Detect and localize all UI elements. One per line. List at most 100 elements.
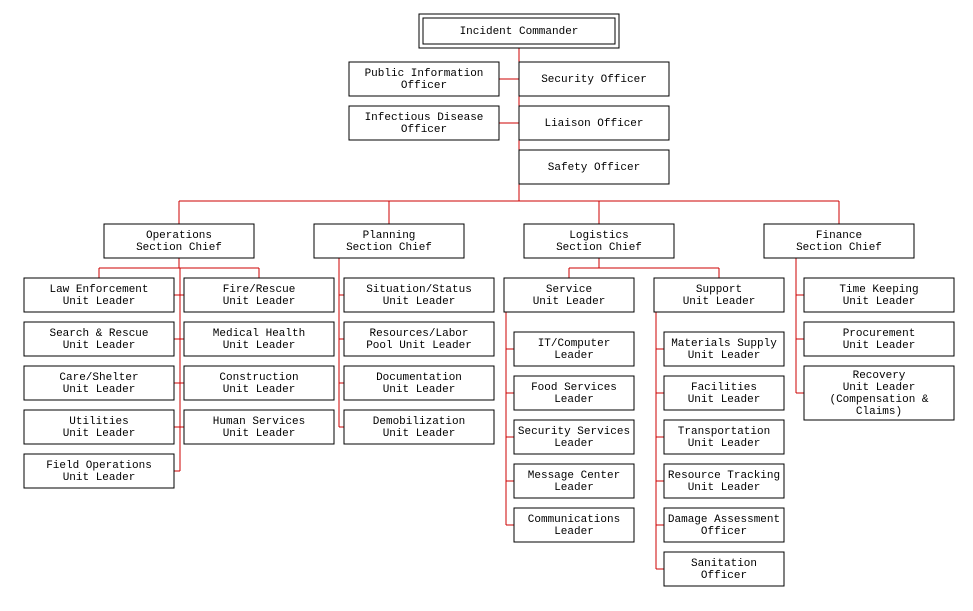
node-med: Medical HealthUnit Leader — [184, 322, 334, 356]
node-recov-label-3: Claims) — [856, 406, 902, 418]
node-time-label-0: Time Keeping — [839, 284, 918, 296]
node-saf: Safety Officer — [519, 150, 669, 184]
node-pio-label-1: Officer — [401, 80, 447, 92]
node-fac-label-1: Unit Leader — [688, 394, 761, 406]
node-util-label-0: Utilities — [69, 416, 128, 428]
node-comm-label-0: Communications — [528, 514, 620, 526]
node-secsvc-label-0: Security Services — [518, 426, 630, 438]
node-it-label-0: IT/Computer — [538, 338, 611, 350]
node-med-label-1: Unit Leader — [223, 340, 296, 352]
node-san-label-0: Sanitation — [691, 558, 757, 570]
node-doc-label-1: Unit Leader — [383, 384, 456, 396]
node-lia: Liaison Officer — [519, 106, 669, 140]
node-field: Field OperationsUnit Leader — [24, 454, 174, 488]
org-chart: Incident CommanderPublic InformationOffi… — [0, 0, 973, 611]
node-med-label-0: Medical Health — [213, 328, 305, 340]
node-plan-label-1: Section Chief — [346, 242, 432, 254]
node-sar-label-1: Unit Leader — [63, 340, 136, 352]
node-demob-label-1: Unit Leader — [383, 428, 456, 440]
node-sup-label-1: Unit Leader — [683, 296, 756, 308]
node-fin-label-1: Section Chief — [796, 242, 882, 254]
node-proc-label-1: Unit Leader — [843, 340, 916, 352]
node-law-label-1: Unit Leader — [63, 296, 136, 308]
node-san: SanitationOfficer — [664, 552, 784, 586]
node-proc-label-0: Procurement — [843, 328, 916, 340]
node-sec: Security Officer — [519, 62, 669, 96]
node-mat-label-0: Materials Supply — [671, 338, 777, 350]
node-ido-label-0: Infectious Disease — [365, 112, 484, 124]
node-care-label-1: Unit Leader — [63, 384, 136, 396]
node-sit-label-0: Situation/Status — [366, 284, 472, 296]
node-log-label-1: Section Chief — [556, 242, 642, 254]
node-demob-label-0: Demobilization — [373, 416, 465, 428]
node-fac: FacilitiesUnit Leader — [664, 376, 784, 410]
node-recov: RecoveryUnit Leader(Compensation &Claims… — [804, 366, 954, 420]
node-fin-label-0: Finance — [816, 230, 862, 242]
node-trans: TransportationUnit Leader — [664, 420, 784, 454]
node-track-label-0: Resource Tracking — [668, 470, 780, 482]
node-ido: Infectious DiseaseOfficer — [349, 106, 499, 140]
node-sar-label-0: Search & Rescue — [49, 328, 148, 340]
node-doc-label-0: Documentation — [376, 372, 462, 384]
node-track-label-1: Unit Leader — [688, 482, 761, 494]
node-track: Resource TrackingUnit Leader — [664, 464, 784, 498]
node-secsvc: Security ServicesLeader — [514, 420, 634, 454]
node-recov-label-2: (Compensation & — [829, 394, 928, 406]
node-law: Law EnforcementUnit Leader — [24, 278, 174, 312]
node-food: Food ServicesLeader — [514, 376, 634, 410]
node-util: UtilitiesUnit Leader — [24, 410, 174, 444]
node-ido-label-1: Officer — [401, 124, 447, 136]
node-sit-label-1: Unit Leader — [383, 296, 456, 308]
node-ic-label-0: Incident Commander — [460, 26, 579, 38]
node-mat-label-1: Unit Leader — [688, 350, 761, 362]
node-time-label-1: Unit Leader — [843, 296, 916, 308]
node-fin: FinanceSection Chief — [764, 224, 914, 258]
node-sit: Situation/StatusUnit Leader — [344, 278, 494, 312]
node-trans-label-0: Transportation — [678, 426, 770, 438]
node-care: Care/ShelterUnit Leader — [24, 366, 174, 400]
node-fire: Fire/RescueUnit Leader — [184, 278, 334, 312]
node-recov-label-1: Unit Leader — [843, 382, 916, 394]
node-fire-label-1: Unit Leader — [223, 296, 296, 308]
node-time: Time KeepingUnit Leader — [804, 278, 954, 312]
node-food-label-0: Food Services — [531, 382, 617, 394]
node-cons: ConstructionUnit Leader — [184, 366, 334, 400]
node-sar: Search & RescueUnit Leader — [24, 322, 174, 356]
node-food-label-1: Leader — [554, 394, 594, 406]
node-res-label-1: Pool Unit Leader — [366, 340, 472, 352]
node-sec-label-0: Security Officer — [541, 74, 647, 86]
node-hum-label-1: Unit Leader — [223, 428, 296, 440]
node-util-label-1: Unit Leader — [63, 428, 136, 440]
node-svc: ServiceUnit Leader — [504, 278, 634, 312]
node-hum: Human ServicesUnit Leader — [184, 410, 334, 444]
node-plan-label-0: Planning — [363, 230, 416, 242]
node-sup: SupportUnit Leader — [654, 278, 784, 312]
node-res: Resources/LaborPool Unit Leader — [344, 322, 494, 356]
node-svc-label-0: Service — [546, 284, 592, 296]
node-cons-label-1: Unit Leader — [223, 384, 296, 396]
node-svc-label-1: Unit Leader — [533, 296, 606, 308]
node-msg: Message CenterLeader — [514, 464, 634, 498]
node-pio: Public InformationOfficer — [349, 62, 499, 96]
node-care-label-0: Care/Shelter — [59, 372, 138, 384]
node-it: IT/ComputerLeader — [514, 332, 634, 366]
node-lia-label-0: Liaison Officer — [544, 118, 643, 130]
node-ops-label-1: Section Chief — [136, 242, 222, 254]
node-msg-label-0: Message Center — [528, 470, 620, 482]
node-ic: Incident Commander — [419, 14, 619, 48]
node-dmg: Damage AssessmentOfficer — [664, 508, 784, 542]
node-demob: DemobilizationUnit Leader — [344, 410, 494, 444]
node-mat: Materials SupplyUnit Leader — [664, 332, 784, 366]
node-field-label-1: Unit Leader — [63, 472, 136, 484]
node-fac-label-0: Facilities — [691, 382, 757, 394]
node-cons-label-0: Construction — [219, 372, 298, 384]
node-secsvc-label-1: Leader — [554, 438, 594, 450]
node-pio-label-0: Public Information — [365, 68, 484, 80]
node-dmg-label-0: Damage Assessment — [668, 514, 780, 526]
node-dmg-label-1: Officer — [701, 526, 747, 538]
node-hum-label-0: Human Services — [213, 416, 305, 428]
node-proc: ProcurementUnit Leader — [804, 322, 954, 356]
node-field-label-0: Field Operations — [46, 460, 152, 472]
node-comm: CommunicationsLeader — [514, 508, 634, 542]
node-saf-label-0: Safety Officer — [548, 162, 640, 174]
